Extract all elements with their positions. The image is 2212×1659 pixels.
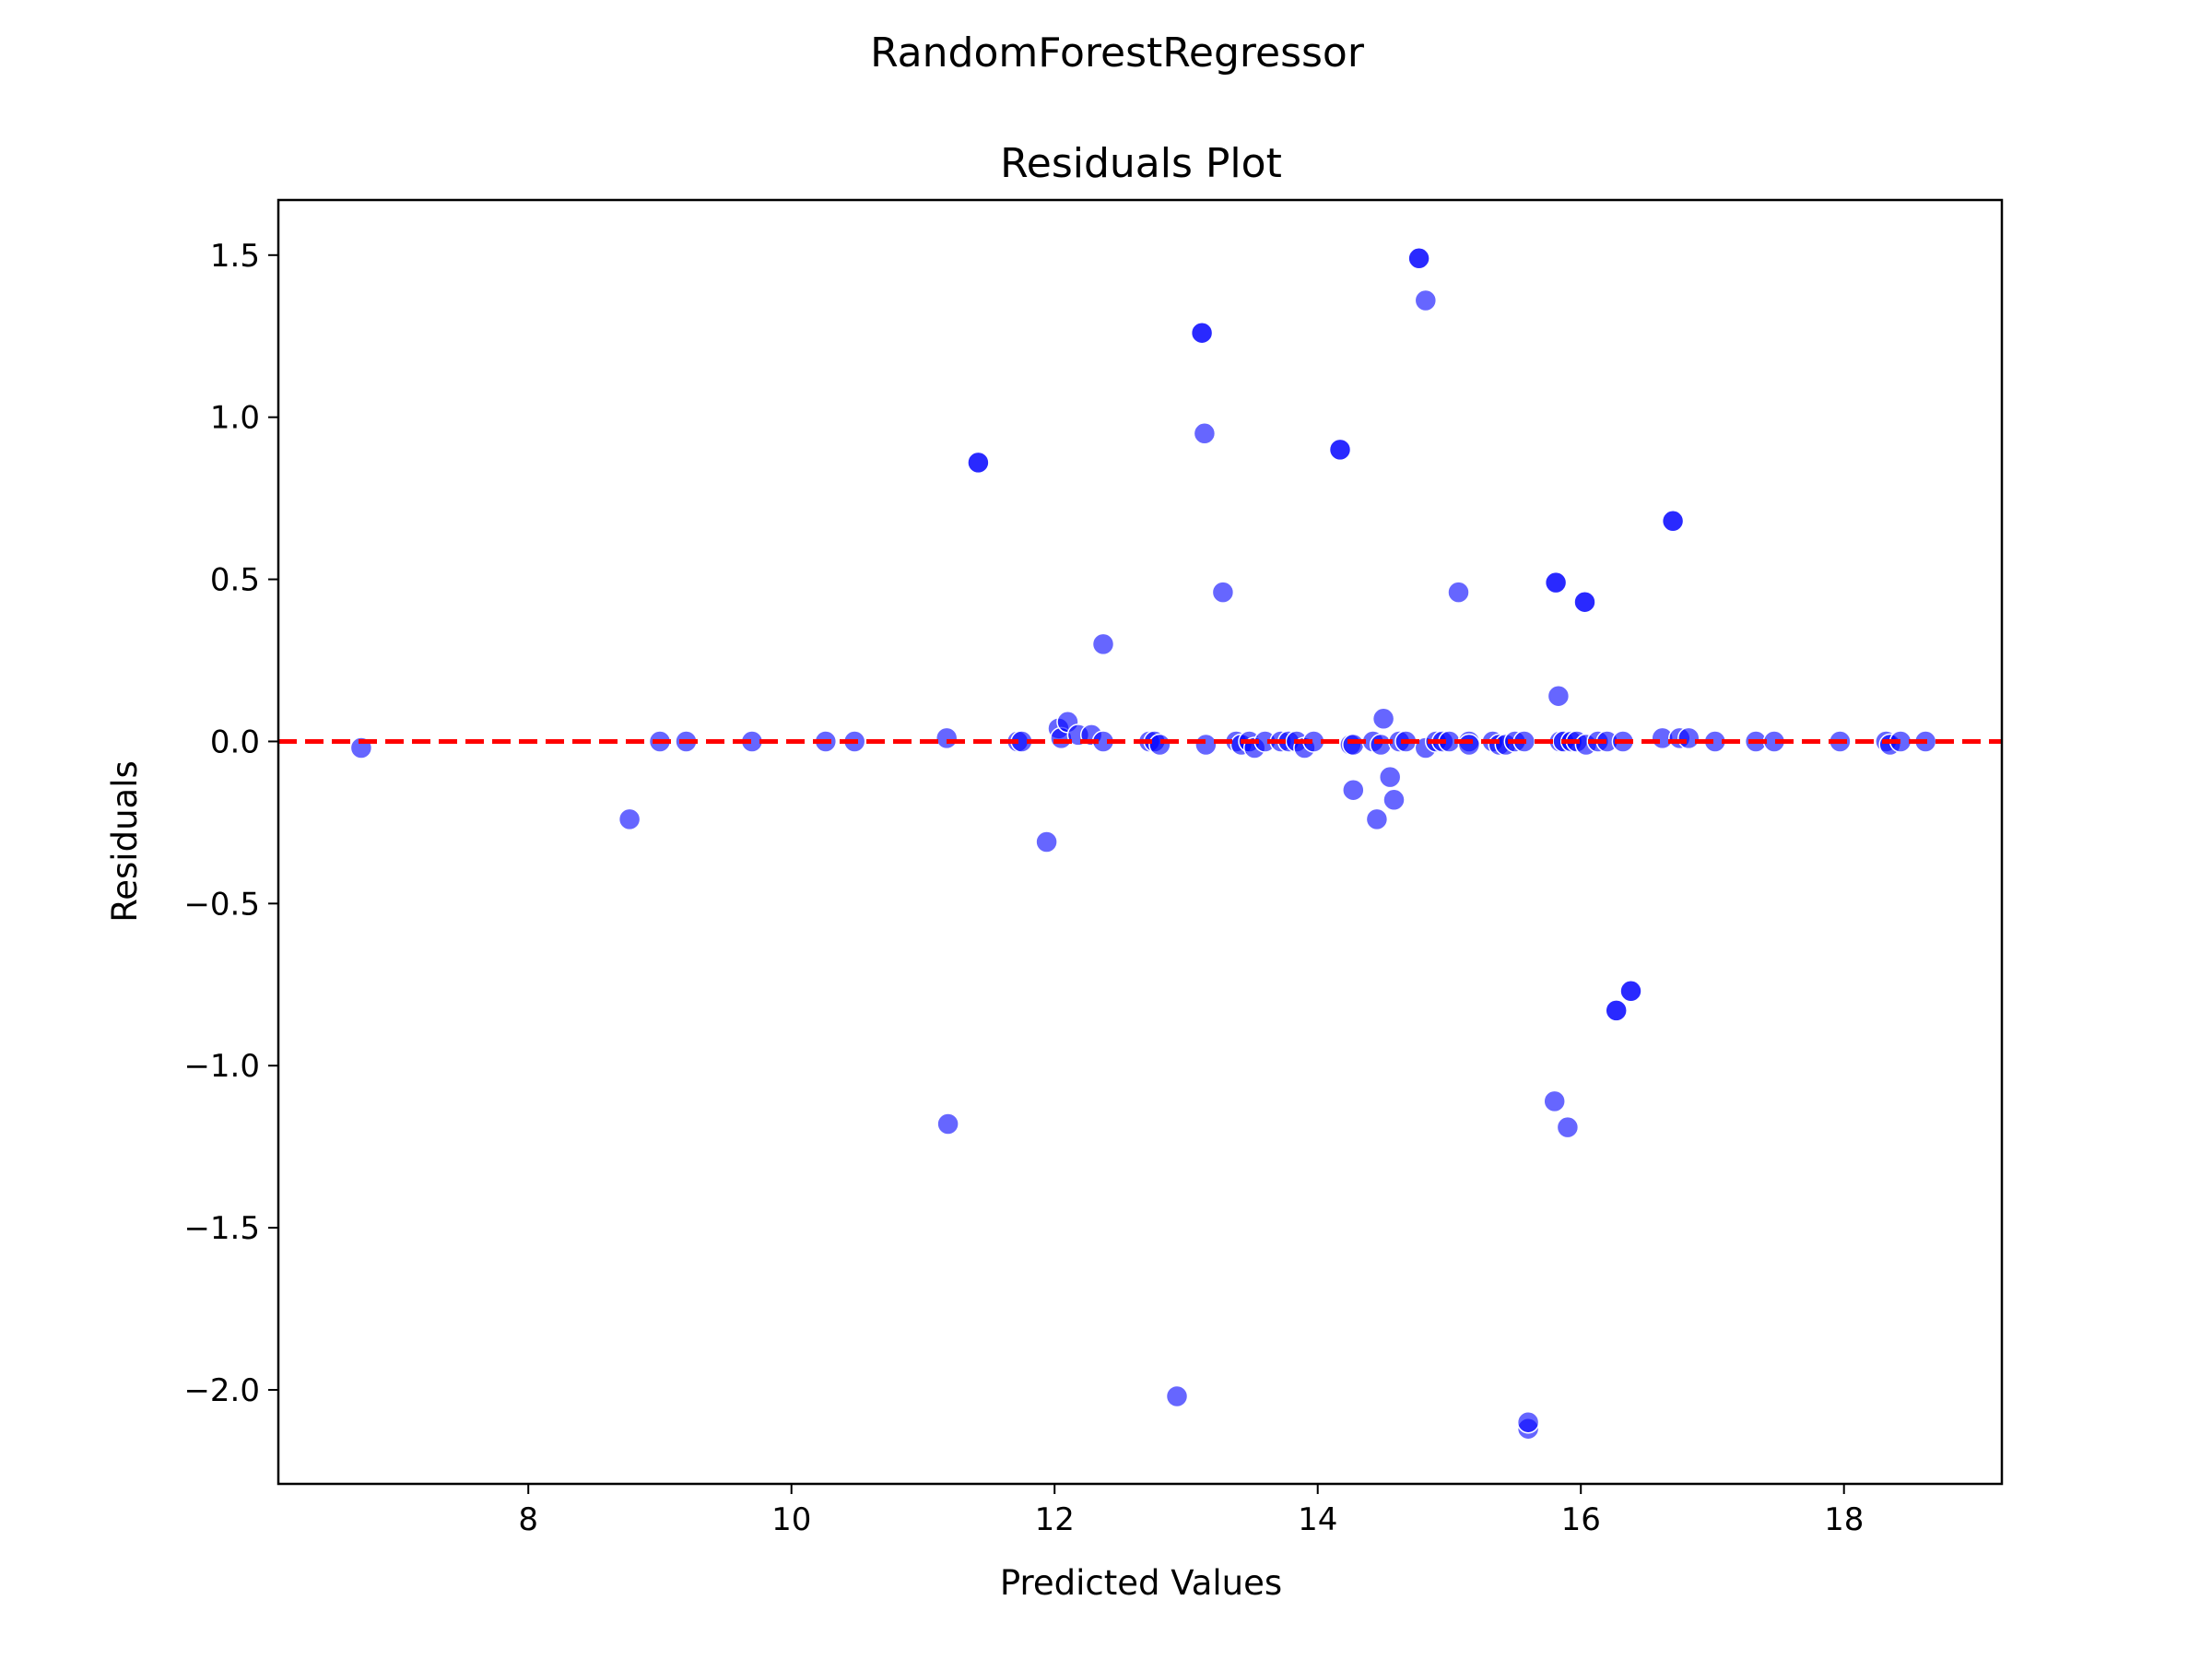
- data-point-41: [1328, 438, 1352, 462]
- y-tick-label-5: −1.0: [183, 1048, 260, 1085]
- data-point-28: [1194, 733, 1218, 757]
- data-point-47: [1369, 733, 1393, 757]
- data-point-55: [1414, 288, 1438, 312]
- data-point-1: [618, 807, 641, 831]
- axes-frame: [276, 198, 2004, 1486]
- data-point-88: [1619, 980, 1642, 1003]
- data-point-85: [1605, 999, 1628, 1022]
- data-point-43: [1342, 778, 1365, 802]
- data-point-62: [1457, 733, 1481, 757]
- y-tick-label-4: −0.5: [183, 886, 260, 923]
- data-point-10: [967, 451, 990, 475]
- data-point-13: [1035, 830, 1058, 853]
- data-point-91: [1661, 510, 1685, 533]
- data-point-24: [1165, 1384, 1189, 1408]
- data-point-50: [1382, 788, 1406, 812]
- data-point-26: [1190, 321, 1214, 345]
- y-axis-title: Residuals: [105, 760, 145, 923]
- data-point-93: [1677, 726, 1700, 750]
- plot-area: [278, 247, 2002, 1441]
- data-point-80: [1573, 590, 1596, 614]
- x-tick-label-5: 18: [1824, 1501, 1864, 1538]
- data-point-60: [1447, 581, 1470, 604]
- y-tick-label-7: −2.0: [183, 1372, 260, 1409]
- data-point-44: [1342, 733, 1365, 757]
- chart-title: Residuals Plot: [1000, 140, 1282, 187]
- data-point-54: [1407, 247, 1430, 270]
- x-axis-title: Predicted Values: [1000, 1563, 1282, 1603]
- y-axis: 1.5 1.0 0.5 0.0 −0.5 −1.0 −1.5 −2.0: [183, 238, 278, 1409]
- data-point-72: [1544, 571, 1568, 594]
- y-tick-label-3: 0.0: [210, 724, 260, 760]
- data-point-69: [1516, 1410, 1540, 1434]
- data-point-8: [936, 1112, 959, 1135]
- data-point-7: [935, 726, 959, 750]
- data-point-46: [1365, 807, 1389, 831]
- x-tick-label-1: 10: [771, 1501, 811, 1538]
- data-point-70: [1543, 1089, 1566, 1113]
- y-tick-label-0: 1.5: [210, 238, 260, 275]
- x-tick-label-3: 14: [1298, 1501, 1337, 1538]
- y-tick-label-6: −1.5: [183, 1210, 260, 1247]
- data-point-49: [1378, 765, 1402, 789]
- y-tick-label-1: 1.0: [210, 400, 260, 437]
- y-tick-label-2: 0.5: [210, 562, 260, 599]
- data-point-23: [1148, 733, 1171, 757]
- data-point-27: [1193, 422, 1217, 445]
- data-point-19: [1091, 632, 1115, 656]
- data-point-29: [1211, 581, 1235, 604]
- data-point-76: [1556, 1115, 1580, 1139]
- figure-suptitle: RandomForestRegressor: [870, 29, 1365, 76]
- x-axis: 8 10 12 14 16 18: [518, 1484, 1864, 1538]
- x-tick-label-0: 8: [518, 1501, 538, 1538]
- data-point-48: [1371, 707, 1395, 731]
- x-tick-label-4: 16: [1561, 1501, 1601, 1538]
- x-tick-label-2: 12: [1035, 1501, 1075, 1538]
- data-point-73: [1547, 684, 1571, 708]
- plot-content: [278, 247, 2002, 1441]
